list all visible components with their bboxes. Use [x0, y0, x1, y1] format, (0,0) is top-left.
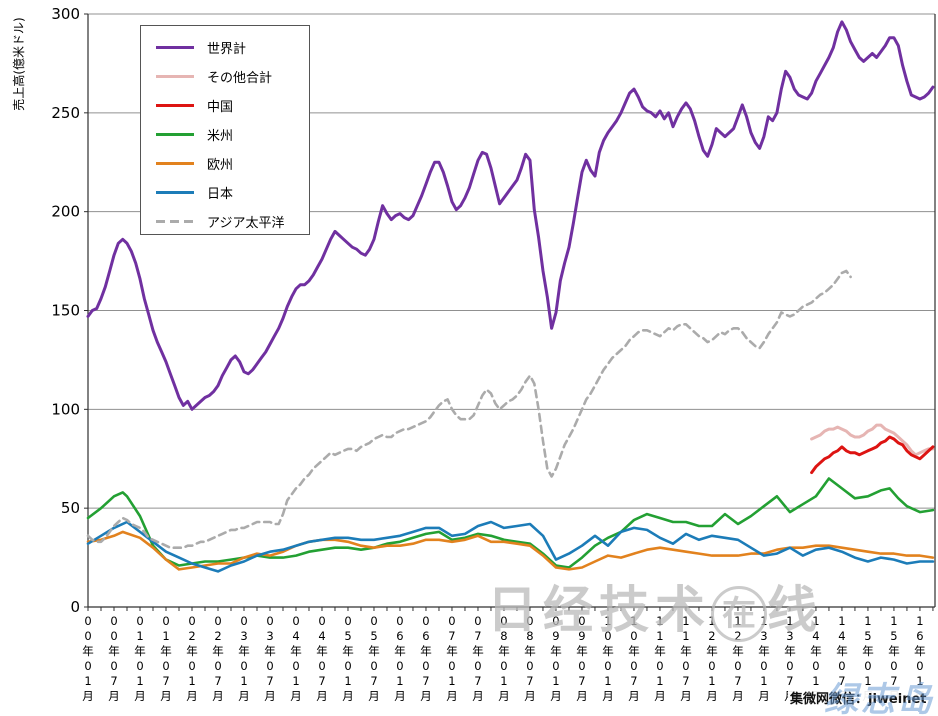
watermark-circle-glyph: 在 [711, 585, 767, 642]
series-line-japan [86, 520, 935, 573]
legend-line-sample-china [156, 104, 194, 107]
y-tick-label: 200 [51, 203, 80, 221]
legend-line-sample-others-total [156, 75, 194, 78]
legend-line-sample-world [156, 46, 194, 49]
legend-label: アジア太平洋 [207, 216, 285, 231]
legend-label: その他合計 [207, 71, 273, 86]
legend-label: 欧州 [207, 158, 234, 173]
legend-label: 世界計 [207, 42, 247, 57]
axes [84, 13, 936, 611]
series-line-others-total [810, 423, 935, 457]
legend-item-china: 中国 [141, 91, 309, 120]
watermark-nikkei: 日经技术在线 [487, 570, 823, 642]
x-tick-labels: 0 0 年 0 1 月 0 0 年 0 7 月 0 1 年 0 1 月 0 1 年 0 7 月 0 2 年 0 1 月 0 2 年 0 7 月 0 3 年 0… [82, 614, 925, 703]
y-tick-label: 100 [51, 400, 80, 418]
legend-line-sample-europe [156, 162, 194, 165]
legend-item-world: 世界計 [141, 33, 309, 62]
legend-label: 日本 [207, 187, 234, 202]
legend-item-others-total: その他合計 [141, 62, 309, 91]
y-tick-label: 0 [70, 598, 80, 616]
series-line-china [810, 435, 935, 475]
legend: 世界計 その他合計 中国 米州 欧州 日本 アジア太平洋 [140, 25, 310, 235]
y-axis-title: 売上高(億米ドル) [12, 17, 26, 111]
y-tick-label: 300 [51, 5, 80, 23]
legend-label: 米州 [207, 129, 234, 144]
watermark-blue-italic: 绿志岛 [824, 680, 935, 716]
series-line-asia-pacific [86, 269, 852, 549]
series-line-americas [86, 477, 935, 569]
y-tick-label: 250 [51, 104, 80, 122]
y-tick-label: 150 [51, 302, 80, 320]
series-line-world [86, 20, 935, 411]
legend-item-europe: 欧州 [141, 149, 309, 178]
watermark-jiweinet: 集微网微信：jiweinet [788, 687, 929, 708]
legend-item-asia-pacific: アジア太平洋 [141, 207, 309, 236]
legend-label: 中国 [207, 100, 234, 115]
series-lines [86, 20, 935, 573]
legend-line-sample-japan [156, 191, 194, 194]
legend-item-japan: 日本 [141, 178, 309, 207]
legend-line-sample-americas [156, 133, 194, 136]
y-tick-label: 50 [61, 499, 80, 517]
legend-item-americas: 米州 [141, 120, 309, 149]
y-tick-labels: 0 50 100 150 200 250 300 [51, 5, 80, 616]
legend-line-sample-asia-pacific [156, 220, 194, 223]
